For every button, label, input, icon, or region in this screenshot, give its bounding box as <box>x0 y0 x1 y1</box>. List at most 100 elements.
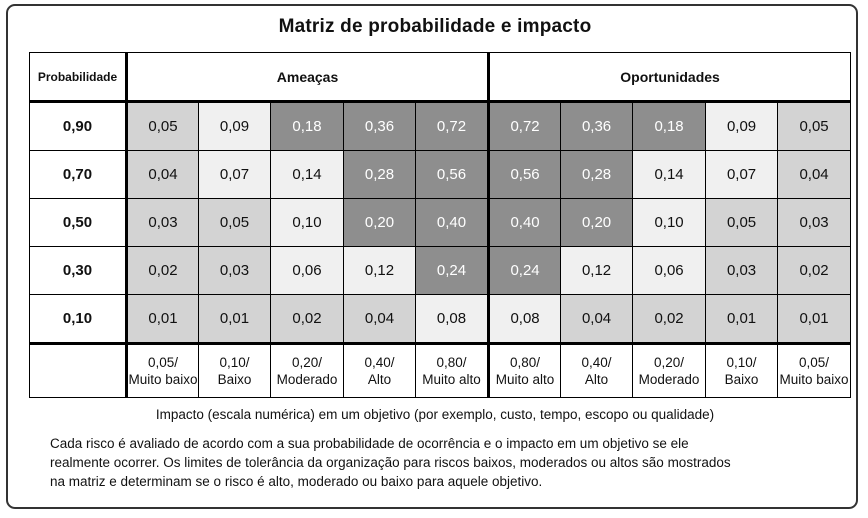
opportunity-score-cell: 0,02 <box>777 246 852 295</box>
impact-value: 0,10/ <box>726 355 757 370</box>
impact-scale-cell: 0,05/Muito baixo <box>126 342 199 398</box>
impact-scale-cell: 0,10/Baixo <box>198 342 271 398</box>
matrix-row: 0,30 0,02 0,03 0,06 0,12 0,24 0,24 0,12 0,06 0,03… <box>29 246 852 295</box>
threat-score-cell: 0,04 <box>343 294 416 344</box>
opportunity-score-cell: 0,09 <box>705 101 779 151</box>
impact-label: Alto <box>367 372 392 387</box>
threat-score-cell: 0,07 <box>198 150 271 199</box>
opportunity-score-cell: 0,01 <box>705 294 779 344</box>
impact-scale-cell: 0,80/Muito alto <box>414 342 491 398</box>
matrix-row: 0,50 0,03 0,05 0,10 0,20 0,40 0,40 0,20 0,10 0,05… <box>29 198 852 247</box>
impact-scale-cell: 0,40/Alto <box>560 342 634 398</box>
impact-value: 0,10/ <box>219 355 250 370</box>
impact-label: Muito alto <box>495 372 555 387</box>
opportunity-score-cell: 0,24 <box>488 246 562 295</box>
impact-label: Baixo <box>217 372 252 387</box>
opportunity-score-cell: 0,18 <box>632 101 707 151</box>
impact-label: Muito alto <box>422 372 481 387</box>
note-line: na matriz e determinam se o risco é alto… <box>50 474 543 489</box>
impact-value: 0,40/ <box>581 355 612 370</box>
opportunity-score-cell: 0,05 <box>777 101 852 151</box>
threat-score-cell: 0,12 <box>343 246 416 295</box>
threat-score-cell: 0,05 <box>198 198 271 247</box>
note-line: Cada risco é avaliado de acordo com a su… <box>50 436 689 451</box>
threat-score-cell: 0,56 <box>414 150 491 199</box>
probability-value: 0,50 <box>29 198 128 247</box>
impact-value: 0,40/ <box>364 355 395 370</box>
opportunity-score-cell: 0,02 <box>632 294 707 344</box>
threat-score-cell: 0,03 <box>126 198 199 247</box>
matrix-row: 0,90 0,05 0,09 0,18 0,36 0,72 0,72 0,36 0,18 0,09… <box>29 101 852 151</box>
opportunity-score-cell: 0,56 <box>488 150 562 199</box>
note-line: realmente ocorrer. Os limites de tolerân… <box>50 455 731 470</box>
opportunity-score-cell: 0,03 <box>777 198 852 247</box>
impact-value: 0,20/ <box>654 355 685 370</box>
impact-scale-cell: 0,40/Alto <box>343 342 416 398</box>
impact-scale-cell: 0,10/Baixo <box>705 342 779 398</box>
matrix-title: Matriz de probabilidade e impacto <box>278 16 592 37</box>
impact-label: Muito baixo <box>128 372 198 387</box>
impact-value: 0,05/ <box>799 355 830 370</box>
threat-score-cell: 0,06 <box>270 246 344 295</box>
opportunity-score-cell: 0,20 <box>560 198 634 247</box>
threat-score-cell: 0,72 <box>414 101 491 151</box>
probability-impact-matrix: Probabilidade Ameaças Oportunidades 0,90… <box>29 52 852 398</box>
opportunity-score-cell: 0,01 <box>777 294 852 344</box>
threat-score-cell: 0,09 <box>198 101 271 151</box>
opportunity-score-cell: 0,28 <box>560 150 634 199</box>
opportunity-score-cell: 0,04 <box>777 150 852 199</box>
threat-score-cell: 0,10 <box>270 198 344 247</box>
threat-score-cell: 0,28 <box>343 150 416 199</box>
probability-value: 0,30 <box>29 246 128 295</box>
threat-score-cell: 0,03 <box>198 246 271 295</box>
threat-score-cell: 0,24 <box>414 246 491 295</box>
threats-header: Ameaças <box>125 52 491 103</box>
impact-label: Moderado <box>276 372 338 387</box>
impact-value: 0,80/ <box>436 355 467 370</box>
threat-score-cell: 0,20 <box>343 198 416 247</box>
matrix-row: 0,70 0,04 0,07 0,14 0,28 0,56 0,56 0,28 0,14 0,07… <box>29 150 852 199</box>
opportunity-score-cell: 0,07 <box>705 150 779 199</box>
impact-label: Muito baixo <box>779 372 849 387</box>
impact-scale-cell: 0,20/Moderado <box>270 342 344 398</box>
opportunity-score-cell: 0,03 <box>705 246 779 295</box>
opportunity-score-cell: 0,14 <box>632 150 707 199</box>
probability-value: 0,90 <box>29 101 128 151</box>
threat-score-cell: 0,01 <box>126 294 199 344</box>
impact-label: Alto <box>584 372 609 387</box>
opportunity-score-cell: 0,08 <box>488 294 562 344</box>
threat-score-cell: 0,14 <box>270 150 344 199</box>
impact-scale-cell: 0,20/Moderado <box>632 342 707 398</box>
explanatory-note: Cada risco é avaliado de acordo com a su… <box>50 434 840 491</box>
impact-scale-cell: 0,80/Muito alto <box>488 342 562 398</box>
impact-caption: Impacto (escala numérica) em um objetivo… <box>155 407 715 422</box>
impact-scale-cell: 0,05/Muito baixo <box>777 342 852 398</box>
impact-value: 0,05/ <box>147 355 179 370</box>
threat-score-cell: 0,36 <box>343 101 416 151</box>
threat-score-cell: 0,18 <box>270 101 344 151</box>
threat-score-cell: 0,05 <box>126 101 199 151</box>
threat-score-cell: 0,40 <box>414 198 491 247</box>
opportunities-header: Oportunidades <box>488 52 852 103</box>
impact-scale-row: 0,05/Muito baixo 0,10/Baixo 0,20/Moderado 0… <box>29 342 852 398</box>
impact-label: Baixo <box>724 372 759 387</box>
opportunity-score-cell: 0,12 <box>560 246 634 295</box>
impact-value: 0,80/ <box>510 355 541 370</box>
impact-label: Moderado <box>638 372 700 387</box>
threat-score-cell: 0,02 <box>126 246 199 295</box>
impact-value: 0,20/ <box>291 355 323 370</box>
probability-value: 0,70 <box>29 150 128 199</box>
opportunity-score-cell: 0,40 <box>488 198 562 247</box>
opportunity-score-cell: 0,10 <box>632 198 707 247</box>
opportunity-score-cell: 0,04 <box>560 294 634 344</box>
probability-header: Probabilidade <box>29 52 128 103</box>
impact-blank-cell <box>29 342 128 398</box>
threat-score-cell: 0,01 <box>198 294 271 344</box>
probability-value: 0,10 <box>29 294 128 344</box>
threat-score-cell: 0,04 <box>126 150 199 199</box>
opportunity-score-cell: 0,06 <box>632 246 707 295</box>
opportunity-score-cell: 0,36 <box>560 101 634 151</box>
matrix-row: 0,10 0,01 0,01 0,02 0,04 0,08 0,08 0,04 0,02 0,01… <box>29 294 852 344</box>
threat-score-cell: 0,02 <box>270 294 344 344</box>
opportunity-score-cell: 0,05 <box>705 198 779 247</box>
